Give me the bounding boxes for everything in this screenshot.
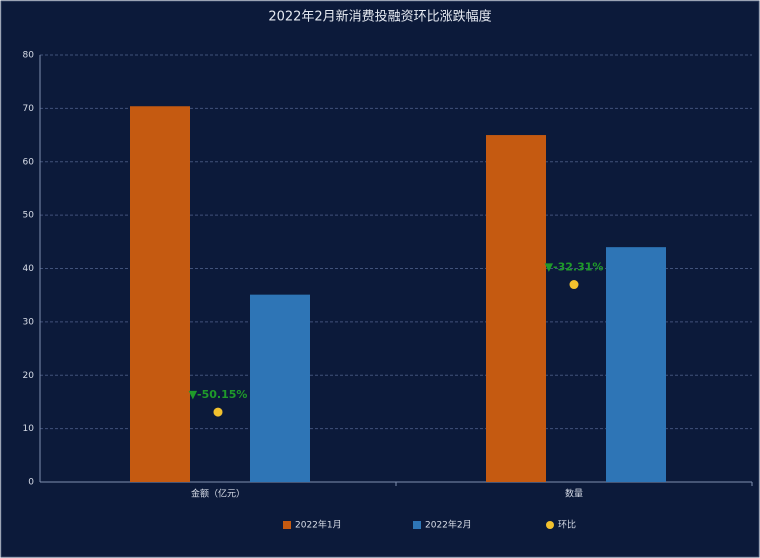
legend-label: 2022年2月 bbox=[425, 519, 472, 531]
x-tick-label: 金额（亿元） bbox=[191, 488, 245, 500]
point bbox=[569, 280, 579, 290]
bar bbox=[250, 294, 310, 482]
y-tick-label: 80 bbox=[23, 51, 35, 61]
y-tick-label: 40 bbox=[23, 264, 35, 274]
legend-marker bbox=[413, 521, 421, 529]
legend-label: 2022年1月 bbox=[295, 519, 342, 531]
bar bbox=[130, 106, 190, 483]
legend-marker bbox=[546, 521, 554, 529]
legend-marker bbox=[283, 521, 291, 529]
bar bbox=[486, 135, 546, 482]
bar bbox=[606, 247, 666, 482]
x-tick-label: 数量 bbox=[565, 488, 583, 500]
y-tick-label: 60 bbox=[23, 157, 35, 167]
legend-label: 环比 bbox=[558, 519, 576, 531]
y-tick-label: 50 bbox=[23, 211, 35, 221]
point bbox=[213, 407, 223, 417]
y-tick-label: 30 bbox=[23, 317, 35, 327]
annotation: ▼-50.15% bbox=[189, 388, 248, 401]
annotation: ▼-32.31% bbox=[545, 261, 604, 274]
y-tick-label: 20 bbox=[23, 371, 35, 381]
chart-title: 2022年2月新消费投融资环比涨跌幅度 bbox=[268, 9, 491, 25]
y-tick-label: 10 bbox=[23, 424, 35, 434]
y-tick-label: 70 bbox=[23, 104, 35, 114]
y-tick-label: 0 bbox=[28, 478, 34, 488]
